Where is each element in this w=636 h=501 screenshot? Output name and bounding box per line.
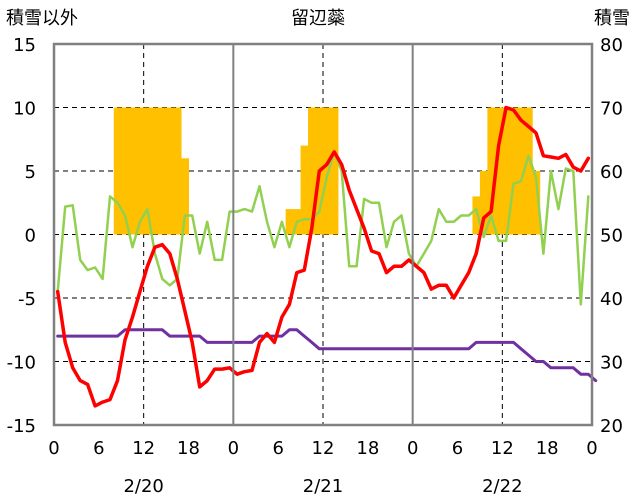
snow-bar [330,107,339,235]
left-tick-label: -15 [7,416,36,437]
x-tick-label: 0 [228,438,239,459]
right-tick-label: 60 [600,162,623,183]
snow-bar [532,171,541,235]
plot-border [52,42,594,427]
left-tick-label: 5 [25,162,36,183]
left-tick-label: 15 [13,35,36,56]
snow-bar [173,107,182,235]
date-label: 2/21 [303,476,343,497]
snow-bar [517,107,526,235]
x-tick-label: 12 [132,438,155,459]
snow-bar [151,107,160,235]
bars-layer [113,107,541,235]
left-tick-label: 0 [25,226,36,247]
right-tick-label: 30 [600,353,623,374]
x-tick-label: 0 [586,438,597,459]
right-tick-label: 50 [600,226,623,247]
right-axis-title: 積雪 [594,8,630,29]
x-tick-label: 6 [272,438,283,459]
series-line-wind [56,328,598,383]
snow-bar [113,107,122,235]
snow-bar [166,107,175,235]
date-label: 2/20 [123,476,163,497]
frame-layer [52,42,594,427]
right-tick-label: 20 [600,416,623,437]
snow-bar [158,107,167,235]
snow-bar [323,107,331,235]
snow-bar [502,107,511,235]
left-tick-label: -5 [18,289,36,310]
series-line-temperature [55,105,591,408]
right-tick-label: 40 [600,289,623,310]
lines-layer [55,105,598,408]
snow-bar [121,107,130,235]
snow-bar [136,107,145,235]
x-tick-label: 6 [452,438,463,459]
snow-bar [181,158,189,235]
left-tick-label: -10 [7,353,36,374]
snow-bar [479,171,488,235]
x-tick-label: 0 [48,438,59,459]
chart-title: 留辺蘂 [291,8,345,29]
x-tick-label: 12 [312,438,335,459]
snow-bar [487,107,496,235]
left-axis-title: 積雪以外 [6,8,78,29]
x-tick-label: 0 [407,438,418,459]
snow-bar [308,107,317,235]
snow-bar [300,145,309,235]
snow-bar [285,209,294,235]
x-tick-label: 18 [536,438,559,459]
snow-bar [143,107,152,235]
snow-bar [128,107,137,235]
snow-bar [472,196,481,235]
x-tick-label: 18 [177,438,200,459]
x-tick-label: 6 [93,438,104,459]
right-tick-label: 80 [600,35,623,56]
x-tick-label: 12 [491,438,514,459]
left-tick-label: 10 [13,99,36,120]
date-label: 2/22 [482,476,522,497]
right-tick-label: 70 [600,99,623,120]
snow-bar [494,107,503,235]
series-line-precip-other [56,150,590,306]
snow-bar [509,107,518,235]
snow-bar [524,107,533,235]
x-tick-label: 18 [356,438,379,459]
